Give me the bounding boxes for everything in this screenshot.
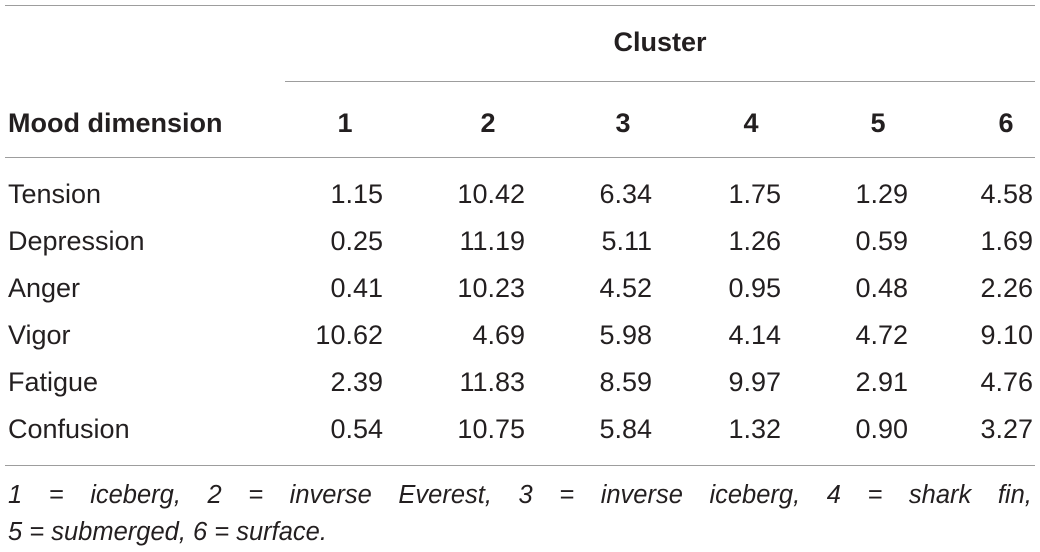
table-row: Fatigue 2.39 11.83 8.59 9.97 2.91 4.76 — [0, 367, 1040, 407]
footnote-word: = — [867, 481, 883, 509]
table-row: Vigor 10.62 4.69 5.98 4.14 4.72 9.10 — [0, 320, 1040, 360]
table-cell: 5.84 — [599, 414, 652, 444]
table-row: Confusion 0.54 10.75 5.84 1.32 0.90 3.27 — [0, 414, 1040, 454]
footnote-word: inverse — [289, 481, 372, 509]
column-header-2: 2 — [480, 108, 496, 138]
table-cell: 4.14 — [728, 320, 781, 350]
column-header-6: 6 — [998, 108, 1014, 138]
footnote-word: inverse — [600, 481, 683, 509]
table-cell: 2.39 — [330, 367, 383, 397]
footnote-word: = — [48, 481, 64, 509]
table-cell: 4.69 — [472, 320, 525, 350]
table-cell: 2.26 — [980, 273, 1033, 303]
table-cell: 10.23 — [457, 273, 525, 303]
table-cell: 4.72 — [855, 320, 908, 350]
table-cell: 1.75 — [728, 179, 781, 209]
table-cell: 0.54 — [330, 414, 383, 444]
table-footnote: 1 = iceberg, 2 = inverse Everest, 3 = in… — [8, 477, 1032, 551]
footnote-line-1: 1 = iceberg, 2 = inverse Everest, 3 = in… — [8, 477, 1032, 514]
footnote-word: 2 — [207, 481, 222, 509]
table-cell: 0.90 — [855, 414, 908, 444]
table-top-rule — [5, 5, 1035, 6]
table-cell: 5.98 — [599, 320, 652, 350]
table-cell: 9.10 — [980, 320, 1033, 350]
table-bottom-rule — [5, 465, 1035, 466]
row-label: Anger — [8, 273, 81, 303]
footnote-word: 4 — [826, 481, 841, 509]
row-label: Depression — [8, 226, 145, 256]
table-cell: 1.69 — [980, 226, 1033, 256]
column-header-4: 4 — [743, 108, 759, 138]
table-cell: 10.62 — [315, 320, 383, 350]
table-cell: 2.91 — [855, 367, 908, 397]
table-cell: 4.52 — [599, 273, 652, 303]
footnote-word: = — [248, 481, 264, 509]
footnote-line-2: 5 = submerged, 6 = surface. — [8, 518, 327, 546]
cluster-group-rule — [285, 81, 1035, 82]
table-cell: 10.42 — [457, 179, 525, 209]
footnote-word: iceberg, — [90, 481, 181, 509]
row-label: Tension — [8, 179, 102, 209]
column-header-3: 3 — [615, 108, 631, 138]
table-cell: 6.34 — [599, 179, 652, 209]
row-header-label: Mood dimension — [8, 108, 223, 138]
table-cell: 11.19 — [459, 226, 525, 256]
table-cell: 3.27 — [980, 414, 1033, 444]
cluster-group-header: Cluster — [613, 27, 707, 57]
table-cell: 4.58 — [980, 179, 1033, 209]
table-cell: 11.83 — [459, 367, 525, 397]
table-row: Anger 0.41 10.23 4.52 0.95 0.48 2.26 — [0, 273, 1040, 313]
footnote-word: shark — [908, 481, 972, 509]
table-cell: 0.48 — [855, 273, 908, 303]
table-cell: 1.29 — [855, 179, 908, 209]
table-cell: 0.95 — [728, 273, 781, 303]
table-cell: 1.32 — [728, 414, 781, 444]
row-label: Confusion — [8, 414, 130, 444]
table-cell: 0.41 — [330, 273, 383, 303]
footnote-word: Everest, — [398, 481, 492, 509]
column-header-5: 5 — [870, 108, 886, 138]
table-cell: 9.97 — [728, 367, 781, 397]
table-cell: 5.11 — [601, 226, 652, 256]
footnote-word: fin, — [997, 481, 1032, 509]
footnote-word: = — [559, 481, 575, 509]
column-header-1: 1 — [337, 108, 353, 138]
table-cell: 4.76 — [980, 367, 1033, 397]
table-header-rule — [5, 157, 1035, 158]
footnote-word: 3 — [518, 481, 533, 509]
footnote-word: iceberg, — [709, 481, 801, 509]
table-cell: 0.59 — [855, 226, 908, 256]
table-cell: 1.15 — [330, 179, 383, 209]
footnote-word: 1 — [8, 481, 23, 509]
table-row: Tension 1.15 10.42 6.34 1.75 1.29 4.58 — [0, 179, 1040, 219]
table-cell: 8.59 — [599, 367, 652, 397]
table-cell: 10.75 — [457, 414, 525, 444]
table-cell: 0.25 — [330, 226, 383, 256]
row-label: Vigor — [8, 320, 71, 350]
table-cell: 1.26 — [728, 226, 781, 256]
row-label: Fatigue — [8, 367, 99, 397]
table-row: Depression 0.25 11.19 5.11 1.26 0.59 1.6… — [0, 226, 1040, 266]
